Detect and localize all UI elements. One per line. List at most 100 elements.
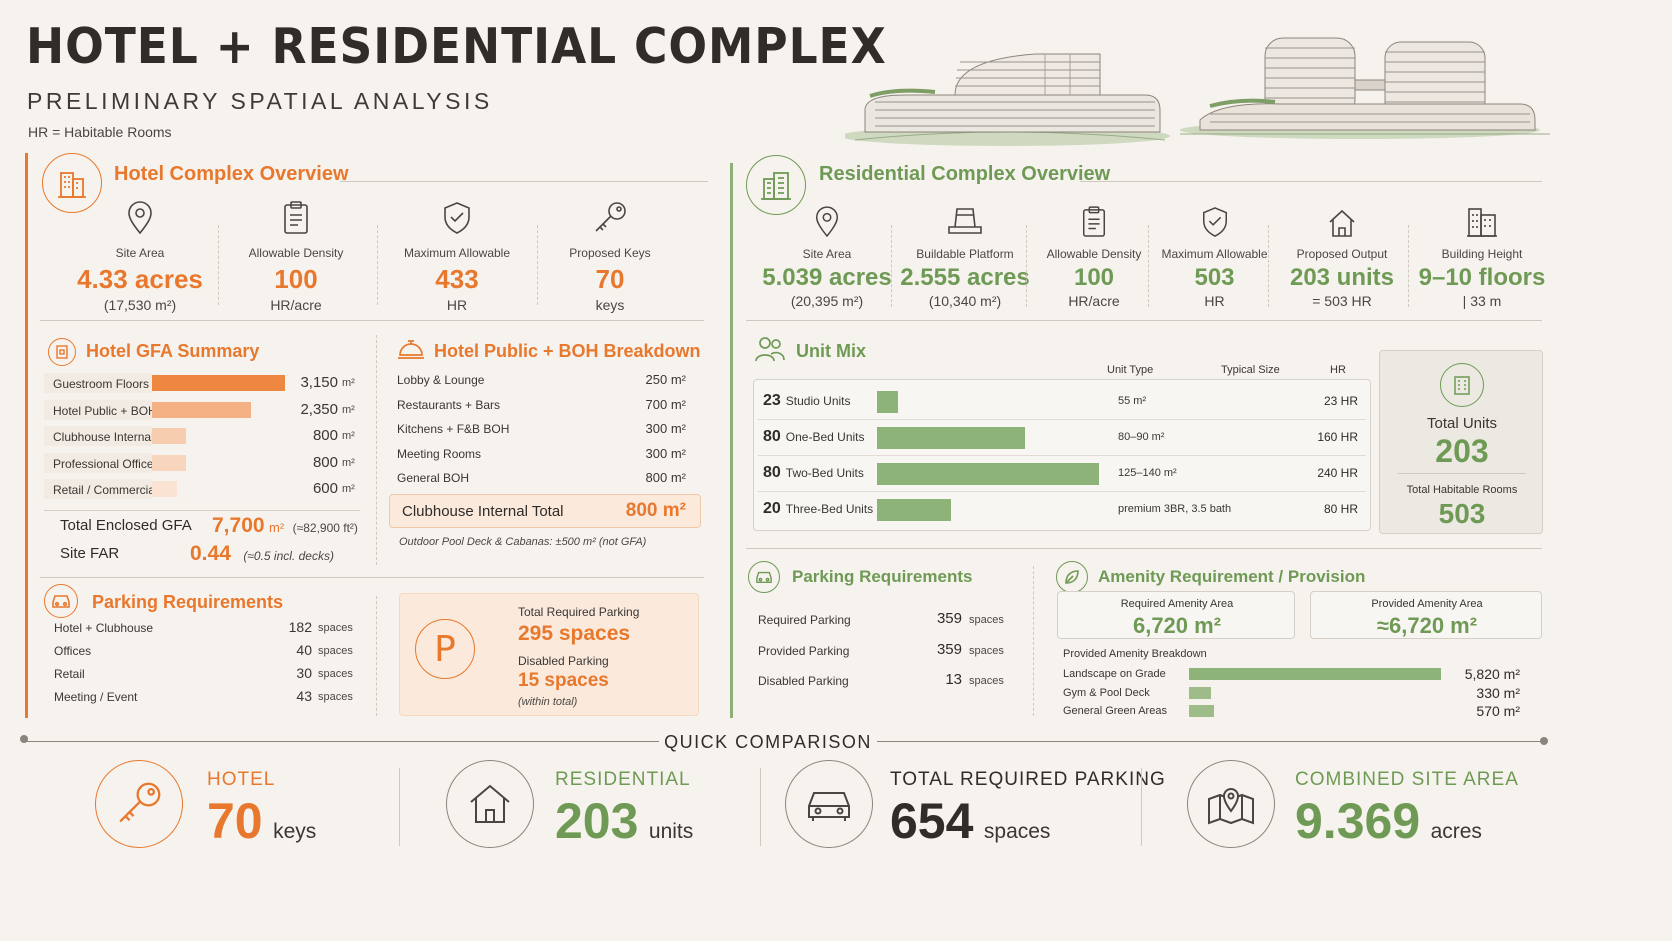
- gfa-row: [44, 426, 152, 446]
- gfa-row-label: Retail / Commercial: [53, 483, 158, 497]
- parking-icon: P: [415, 619, 475, 679]
- boh-row-value: 700 m²: [645, 396, 686, 412]
- res-parking-row-label: Disabled Parking: [758, 674, 849, 688]
- map-pin-icon: [752, 203, 902, 239]
- gfa-bar: [152, 375, 285, 391]
- hotel-parking-row-unit: spaces: [318, 622, 353, 634]
- comparison-parking-value: 654 spaces: [890, 793, 1051, 849]
- unit-hr: 80 HR: [1323, 502, 1358, 516]
- comparison-map-icon: [1187, 760, 1275, 848]
- gfa-row-unit: m²: [342, 430, 355, 442]
- required-amenity-card: Required Amenity Area 6,720 m²: [1057, 591, 1295, 639]
- res-parking-row-value: 13: [945, 671, 962, 688]
- hotel-parking-row-unit: spaces: [318, 668, 353, 680]
- page-title: HOTEL + RESIDENTIAL COMPLEX: [26, 18, 887, 75]
- res-stat: Allowable Density 100 HR/acre: [1030, 203, 1158, 309]
- unit-mix-header-hr: HR: [1330, 364, 1346, 376]
- res-stat: Maximum Allowable 503 HR: [1152, 203, 1277, 309]
- gfa-bar: [152, 401, 252, 418]
- amenity-row-label: Landscape on Grade: [1063, 668, 1166, 680]
- unit-size: 80–90 m²: [1118, 431, 1165, 443]
- gfa-bar: [152, 428, 186, 444]
- page-subtitle: PRELIMINARY SPATIAL ANALYSIS: [27, 88, 493, 114]
- boh-row-label: Kitchens + F&B BOH: [397, 422, 510, 436]
- gfa-row-value: 800: [312, 427, 338, 444]
- hotel-stat-density: Allowable Density 100 HR/acre: [216, 200, 376, 313]
- gfa-row-unit: m²: [342, 403, 355, 416]
- unit-mix-header-type: Unit Type: [1107, 364, 1154, 376]
- gfa-row-unit: m²: [342, 483, 355, 495]
- unit-hr: 240 HR: [1317, 466, 1358, 480]
- gfa-bar: [152, 481, 178, 497]
- amenity-bar: [1189, 668, 1441, 680]
- boh-row-value: 300 m²: [645, 421, 686, 436]
- unit-bar: [877, 391, 899, 413]
- comparison-parking-label: TOTAL REQUIRED PARKING: [890, 769, 1166, 790]
- gfa-row-value: 2,350: [300, 400, 338, 418]
- res-stat: Building Height 9–10 floors | 33 m: [1412, 203, 1552, 309]
- car-icon: [44, 584, 78, 618]
- boh-note: Outdoor Pool Deck & Cabanas: ±500 m² (no…: [399, 536, 647, 548]
- gfa-row-value: 3,150: [300, 374, 338, 391]
- comparison-site-value: 9.369 acres: [1295, 793, 1482, 849]
- unit-bar: [877, 463, 1099, 485]
- hotel-parking-row-value: 43: [296, 688, 312, 704]
- boh-title: Hotel Public + BOH Breakdown: [434, 341, 701, 361]
- unit-row: 80 One-Bed Units: [763, 428, 865, 445]
- provided-amenity-card: Provided Amenity Area ≈6,720 m²: [1310, 591, 1542, 639]
- gfa-row-value: 600: [312, 480, 338, 497]
- unit-mix-table: 23 Studio Units 55 m² 23 HR 80 One-Bed Units 8…: [753, 379, 1371, 531]
- hotel-parking-row-unit: spaces: [318, 645, 353, 657]
- hr-note: HR = Habitable Rooms: [28, 124, 172, 140]
- unit-size: premium 3BR, 3.5 bath: [1118, 503, 1232, 515]
- residential-section-title: Residential Complex Overview: [819, 163, 1111, 185]
- hotel-parking-row-value: 40: [296, 642, 312, 658]
- boh-row-label: General BOH: [397, 471, 470, 485]
- boh-row-label: Lobby & Lounge: [397, 373, 485, 387]
- amenity-row-label: General Green Areas: [1063, 705, 1167, 717]
- clipboard-icon: [1030, 203, 1158, 239]
- hotel-parking-title: Parking Requirements: [92, 592, 284, 612]
- gfa-row-label: Clubhouse Internal: [53, 430, 154, 444]
- comparison-hotel-label: HOTEL: [207, 769, 276, 790]
- gfa-row: [44, 399, 152, 420]
- gfa-row-label: Guestroom Floors: [53, 377, 150, 391]
- residential-building-icon: [746, 155, 806, 215]
- amenity-breakdown-label: Provided Amenity Breakdown: [1063, 648, 1207, 660]
- amenity-row-value: 5,820 m²: [1464, 666, 1520, 682]
- gfa-row: [44, 479, 152, 499]
- unit-row: 80 Two-Bed Units: [763, 464, 864, 481]
- gfa-row-label: Professional Offices: [53, 456, 160, 471]
- comparison-house-icon: [446, 760, 534, 848]
- amenity-row-value: 570 m²: [1476, 703, 1520, 719]
- unit-hr: 160 HR: [1317, 430, 1358, 444]
- far-label: Site FAR: [60, 545, 120, 562]
- res-stat: Buildable Platform 2.555 acres (10,340 m²): [895, 203, 1035, 309]
- res-parking-row-label: Provided Parking: [758, 643, 850, 658]
- gfa-total-label: Total Enclosed GFA: [60, 517, 192, 534]
- hotel-stat-max-allowable: Maximum Allowable 433 HR: [377, 200, 537, 313]
- unit-mix-header-size: Typical Size: [1221, 364, 1280, 376]
- res-parking-row-value: 359: [936, 640, 962, 658]
- amenity-row-value: 330 m²: [1476, 684, 1520, 701]
- hotel-stat-keys: Proposed Keys 70 keys: [530, 200, 690, 313]
- boh-row-value: 800 m²: [645, 470, 686, 485]
- unit-size: 125–140 m²: [1118, 467, 1177, 479]
- res-stat: Proposed Output 203 units = 503 HR: [1272, 203, 1412, 309]
- boh-row-label: Meeting Rooms: [397, 446, 482, 461]
- boh-total-card: Clubhouse Internal Total 800 m²: [389, 494, 701, 528]
- comparison-title: QUICK COMPARISON: [664, 732, 872, 752]
- clipboard-icon: [216, 200, 376, 236]
- unit-bar: [877, 499, 951, 521]
- leaf-icon: [1056, 561, 1088, 593]
- res-parking-row-unit: spaces: [969, 644, 1004, 657]
- unit-row: 23 Studio Units: [763, 392, 851, 409]
- apartment-icon: [1440, 363, 1484, 407]
- unit-mix-title: Unit Mix: [796, 341, 866, 361]
- hotel-parking-row-label: Retail: [54, 667, 85, 681]
- residential-accent-bar: [730, 163, 733, 718]
- hotel-accent-bar: [25, 153, 28, 718]
- boh-row-value: 300 m²: [645, 445, 686, 461]
- key-icon: [530, 200, 690, 236]
- hotel-building-illustration: [845, 40, 1175, 146]
